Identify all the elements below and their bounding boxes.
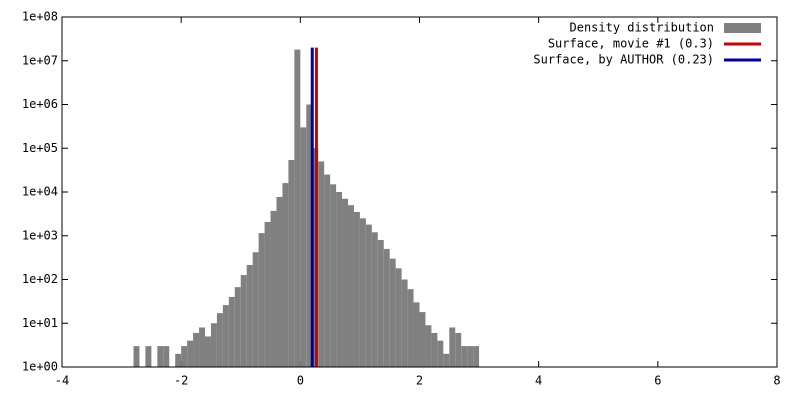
histogram-bar	[157, 346, 164, 367]
legend-label: Density distribution	[570, 21, 715, 35]
histogram-bar	[467, 346, 474, 367]
histogram-bar	[300, 127, 307, 367]
histogram-bar	[371, 232, 378, 367]
histogram-bar	[222, 305, 229, 367]
histogram-bar	[252, 252, 259, 367]
histogram-bar	[240, 275, 247, 367]
histogram-bar	[389, 258, 396, 367]
histogram-bar	[425, 325, 432, 367]
y-tick-label: 1e+08	[22, 10, 58, 24]
histogram-bar	[449, 327, 456, 367]
histogram-bar	[199, 327, 205, 367]
histogram-bar	[175, 353, 182, 367]
histogram-bar	[342, 198, 348, 367]
histogram-bar	[413, 302, 420, 367]
histogram-bar	[187, 340, 194, 367]
x-tick-label: -2	[174, 374, 188, 388]
histogram-bar	[133, 346, 140, 367]
plot-frame	[61, 16, 778, 368]
histogram-bar	[359, 218, 366, 367]
histogram-bar	[348, 205, 354, 367]
legend-label: Surface, by AUTHOR (0.23)	[533, 53, 714, 67]
x-tick-label: 0	[297, 374, 304, 388]
histogram-bar	[234, 287, 241, 367]
histogram-bar	[306, 104, 313, 367]
histogram-bar	[193, 332, 200, 367]
histogram-bar	[270, 210, 277, 367]
histogram-bar	[437, 340, 444, 367]
histogram-bar	[318, 161, 325, 367]
histogram-bar	[473, 346, 480, 367]
x-tick-label: 2	[416, 374, 423, 388]
x-tick-label: 4	[535, 374, 542, 388]
y-tick-label: 1e+05	[22, 141, 58, 155]
histogram-bar	[365, 224, 372, 367]
histogram-bar	[431, 332, 438, 367]
histogram-bar	[145, 346, 152, 367]
y-tick-label: 1e+07	[22, 53, 58, 67]
histogram-bar	[205, 336, 211, 367]
histogram-bar	[419, 312, 426, 367]
histogram-bar	[330, 184, 337, 367]
y-tick-label: 1e+06	[22, 97, 58, 111]
y-tick-label: 1e+00	[22, 360, 58, 374]
histogram-bar	[377, 239, 384, 367]
x-tick-label: 6	[654, 374, 661, 388]
histogram-bar	[443, 353, 450, 367]
histogram-bar	[228, 296, 235, 367]
histogram-bar	[210, 323, 217, 367]
y-tick-label: 1e+03	[22, 228, 58, 242]
histogram-bar	[163, 346, 170, 367]
histogram-bar	[282, 183, 289, 367]
histogram-bar	[294, 49, 301, 368]
x-tick-label: -4	[55, 374, 69, 388]
y-tick-label: 1e+02	[22, 272, 58, 286]
y-tick-label: 1e+01	[22, 316, 58, 330]
histogram-bar	[216, 313, 223, 367]
histogram-bar	[401, 279, 408, 367]
histogram-bar	[455, 332, 462, 367]
x-tick-label: 8	[773, 374, 780, 388]
histogram-bar	[264, 221, 271, 367]
histogram-bar	[181, 346, 188, 367]
histogram-bar	[395, 268, 402, 367]
histogram-bar	[246, 264, 253, 367]
legend-swatch	[724, 23, 761, 33]
legend-label: Surface, movie #1 (0.3)	[548, 37, 714, 51]
histogram-bar	[324, 174, 331, 367]
histogram-bar	[383, 248, 390, 367]
histogram-bar	[276, 196, 283, 367]
histogram-bar	[258, 233, 265, 367]
y-tick-label: 1e+04	[22, 185, 58, 199]
histogram-bar	[288, 159, 295, 367]
histogram-bar	[353, 211, 360, 367]
histogram-bar	[336, 192, 343, 367]
histogram-bar	[461, 346, 468, 367]
histogram-bar	[407, 289, 414, 367]
